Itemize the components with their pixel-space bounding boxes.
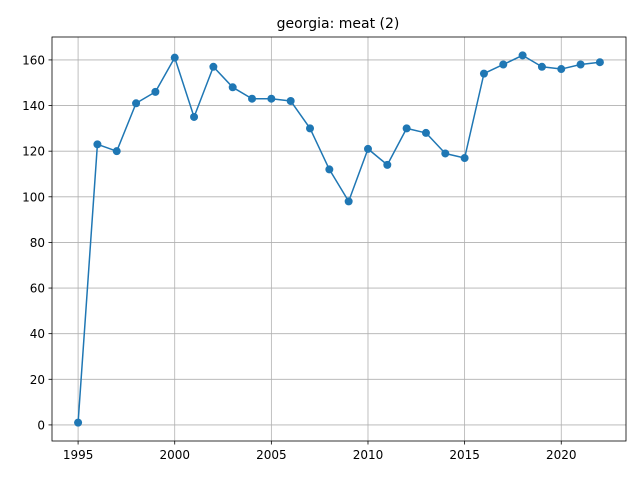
data-point <box>190 112 199 121</box>
ticks: 1995 2000 2005 2010 2015 2020 0 20 40 60 80 100 120 1… <box>22 53 576 462</box>
y-tick-label: 100 <box>22 190 45 204</box>
grid <box>52 37 626 441</box>
x-tick-label: 1995 <box>63 448 94 462</box>
data-point <box>248 94 257 103</box>
data-point <box>170 53 179 62</box>
y-tick-label: 0 <box>37 418 45 432</box>
data-point <box>518 51 527 60</box>
data-point <box>93 140 102 149</box>
data-point <box>112 147 121 156</box>
chart-title: georgia: meat (2) <box>277 16 400 32</box>
data-point <box>499 60 508 69</box>
data-point <box>402 124 411 133</box>
data-point <box>344 197 353 206</box>
y-tick-label: 160 <box>22 53 45 67</box>
data-point <box>595 58 604 67</box>
x-tick-label: 2005 <box>256 448 287 462</box>
data-point <box>576 60 585 69</box>
data-point <box>479 69 488 78</box>
data-point <box>228 83 237 92</box>
series-layer <box>74 51 604 427</box>
series-line <box>77 54 600 423</box>
y-tick-label: 80 <box>30 236 45 250</box>
x-tick-label: 2015 <box>449 448 480 462</box>
data-point <box>151 87 160 96</box>
y-tick-label: 60 <box>30 282 45 296</box>
data-point <box>209 62 218 71</box>
data-point <box>74 418 83 427</box>
plot-frame <box>51 36 627 442</box>
y-tick-label: 20 <box>30 373 45 387</box>
data-point <box>363 144 372 153</box>
x-tick-label: 2010 <box>353 448 384 462</box>
data-point <box>286 96 295 105</box>
data-point <box>441 149 450 158</box>
y-tick-label: 40 <box>30 327 45 341</box>
data-point <box>306 124 315 133</box>
data-point <box>383 160 392 169</box>
data-point <box>460 154 469 163</box>
data-point <box>537 62 546 71</box>
y-tick-label: 120 <box>22 145 45 159</box>
x-tick-label: 2020 <box>546 448 577 462</box>
data-point <box>421 128 430 137</box>
y-tick-label: 140 <box>22 99 45 113</box>
data-point <box>132 99 141 108</box>
data-point <box>325 165 334 174</box>
data-point <box>267 94 276 103</box>
data-point <box>557 65 566 74</box>
x-tick-label: 2000 <box>159 448 190 462</box>
